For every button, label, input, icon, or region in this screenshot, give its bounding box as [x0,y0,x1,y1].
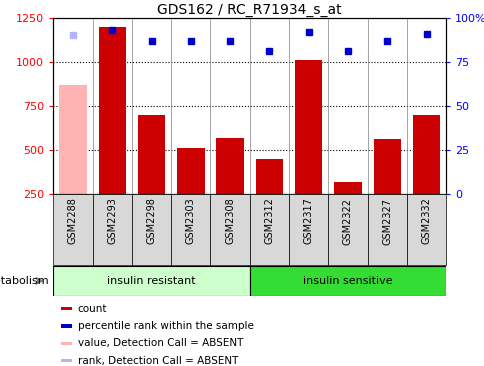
FancyBboxPatch shape [406,194,445,265]
Bar [61,324,72,328]
Text: GSM2303: GSM2303 [185,198,196,244]
Text: percentile rank within the sample: percentile rank within the sample [77,321,253,331]
Text: GSM2288: GSM2288 [68,198,78,244]
Bar [333,182,361,194]
FancyBboxPatch shape [92,194,132,265]
Text: GSM2293: GSM2293 [107,198,117,244]
FancyBboxPatch shape [328,194,367,265]
Text: count: count [77,304,107,314]
Text: rank, Detection Call = ABSENT: rank, Detection Call = ABSENT [77,356,238,366]
FancyBboxPatch shape [210,194,249,265]
Bar [98,27,126,194]
Text: GSM2308: GSM2308 [225,198,235,244]
FancyBboxPatch shape [132,194,171,265]
FancyBboxPatch shape [53,194,92,265]
FancyBboxPatch shape [53,266,249,296]
Text: metabolism: metabolism [0,276,48,286]
Text: GSM2322: GSM2322 [342,198,352,244]
Text: GSM2332: GSM2332 [421,198,431,244]
FancyBboxPatch shape [367,194,406,265]
Title: GDS162 / RC_R71934_s_at: GDS162 / RC_R71934_s_at [157,3,341,17]
Bar [294,60,322,194]
Bar [216,138,243,194]
Bar [177,148,204,194]
Bar [373,139,400,194]
Text: GSM2298: GSM2298 [146,198,156,244]
Bar [59,85,87,194]
Bar [412,115,439,194]
FancyBboxPatch shape [249,266,445,296]
FancyBboxPatch shape [171,194,210,265]
FancyBboxPatch shape [288,194,328,265]
Text: value, Detection Call = ABSENT: value, Detection Call = ABSENT [77,339,242,348]
Text: insulin sensitive: insulin sensitive [302,276,392,286]
Text: GSM2312: GSM2312 [264,198,274,244]
Bar [61,359,72,362]
Text: insulin resistant: insulin resistant [107,276,196,286]
Bar [137,115,165,194]
Bar [61,307,72,310]
Text: GSM2327: GSM2327 [381,198,392,244]
Text: GSM2317: GSM2317 [303,198,313,244]
Bar [61,342,72,345]
FancyBboxPatch shape [249,194,288,265]
Bar [255,159,283,194]
